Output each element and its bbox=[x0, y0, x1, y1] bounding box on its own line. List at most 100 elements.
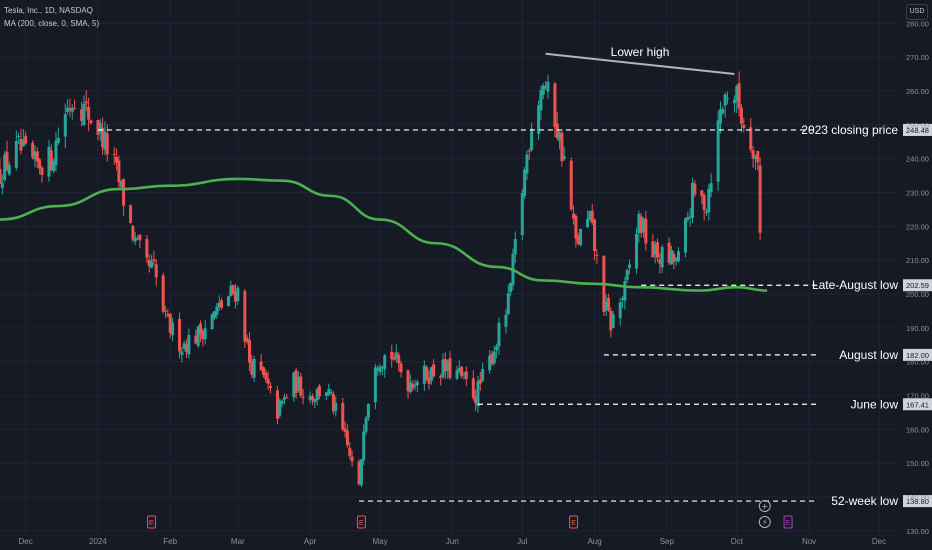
candle-body bbox=[588, 210, 592, 220]
candle-body bbox=[70, 107, 74, 112]
price-level-label: Late-August low bbox=[812, 278, 898, 292]
candle-body bbox=[628, 264, 632, 268]
axis-price-tag-value: 202.59 bbox=[906, 281, 929, 290]
axis-price-tag bbox=[903, 495, 932, 508]
candle-body bbox=[457, 368, 461, 372]
currency-button[interactable]: USD bbox=[906, 4, 928, 20]
y-tick-label: 230.00 bbox=[906, 188, 929, 197]
trendline: Lower high bbox=[545, 45, 735, 76]
candle-body bbox=[471, 378, 475, 398]
candle-body bbox=[220, 300, 224, 308]
candle-body bbox=[366, 403, 370, 418]
candle-body bbox=[642, 218, 646, 233]
candle-body bbox=[278, 400, 282, 416]
candle-body bbox=[150, 261, 154, 268]
candle-body bbox=[259, 361, 263, 371]
symbol-title: Tesla, Inc., 1D, NASDAQ bbox=[4, 6, 93, 15]
candle-body bbox=[644, 218, 648, 244]
indicator-title: MA (200, close, 0, SMA, 5) bbox=[4, 19, 100, 28]
candle-body bbox=[676, 251, 680, 262]
candle-body bbox=[308, 396, 312, 400]
candle-body bbox=[280, 400, 284, 404]
candle-body bbox=[478, 379, 482, 384]
candle-body bbox=[569, 160, 573, 210]
candle-body bbox=[415, 381, 419, 386]
y-tick-label: 260.00 bbox=[906, 87, 929, 96]
candle-body bbox=[164, 310, 168, 312]
candle-body bbox=[87, 106, 91, 120]
event-icon bbox=[758, 500, 771, 512]
candle-body bbox=[683, 218, 687, 253]
axis-price-tag bbox=[903, 279, 932, 292]
candle-body bbox=[670, 250, 674, 265]
axis-price-tag-value: 182.00 bbox=[906, 351, 929, 360]
candle-body bbox=[343, 428, 347, 432]
candle-body bbox=[732, 99, 736, 104]
candle-body bbox=[334, 402, 338, 411]
candle-body bbox=[462, 372, 466, 374]
candle-body bbox=[637, 213, 641, 233]
candle-body bbox=[178, 318, 182, 352]
candle-body bbox=[378, 366, 382, 372]
candle-body bbox=[252, 358, 256, 378]
candle-body bbox=[392, 357, 396, 360]
candle-body bbox=[593, 219, 597, 252]
candle-body bbox=[315, 389, 319, 401]
candle-body bbox=[73, 108, 77, 110]
axis-price-tag-value: 138.80 bbox=[906, 497, 929, 506]
candle-body bbox=[690, 182, 694, 218]
candle-body bbox=[721, 109, 725, 114]
candle-body bbox=[324, 392, 328, 396]
price-level: August low 182.00 bbox=[603, 348, 932, 362]
earnings-icon bbox=[356, 515, 366, 529]
candle-body bbox=[590, 210, 594, 223]
candle-body bbox=[266, 378, 270, 384]
candle-body bbox=[530, 128, 534, 151]
x-tick-label: Apr bbox=[304, 537, 317, 546]
candle-body bbox=[80, 109, 84, 121]
candle-body bbox=[429, 367, 433, 381]
y-tick-label: 140.00 bbox=[906, 493, 929, 502]
candle-body bbox=[364, 417, 368, 432]
candle-body bbox=[704, 211, 708, 213]
candle-body bbox=[226, 296, 230, 307]
candle-body bbox=[432, 364, 436, 377]
candle-body bbox=[131, 225, 135, 240]
candle-body bbox=[488, 355, 492, 371]
candle-body bbox=[408, 382, 412, 393]
event-glyph: + bbox=[761, 502, 768, 511]
earnings-glyph: E bbox=[786, 518, 791, 527]
x-tick-label: Sep bbox=[660, 537, 675, 546]
candle-body bbox=[362, 431, 366, 461]
candle-body bbox=[7, 164, 11, 175]
candle-body bbox=[455, 370, 459, 379]
candle-body bbox=[199, 323, 203, 335]
candle-body bbox=[47, 147, 51, 177]
candle-body bbox=[194, 335, 198, 344]
candle-body bbox=[187, 335, 191, 355]
candle-body bbox=[329, 392, 333, 394]
candle-body bbox=[268, 386, 272, 389]
candle-body bbox=[702, 195, 706, 211]
candle-body bbox=[751, 150, 755, 159]
candle-body bbox=[250, 360, 254, 375]
candle-body bbox=[425, 367, 429, 380]
candle-body bbox=[317, 385, 321, 397]
earnings-glyph: E bbox=[359, 518, 364, 527]
candle-body bbox=[243, 291, 247, 342]
candle-body bbox=[341, 402, 345, 430]
candle-body bbox=[700, 190, 704, 196]
candle-body bbox=[21, 139, 25, 147]
candle-body bbox=[52, 160, 56, 171]
candle-body bbox=[709, 183, 713, 193]
candle-body bbox=[310, 395, 314, 401]
candle-body bbox=[101, 127, 105, 148]
candle-body bbox=[313, 398, 317, 403]
earnings-glyph: E bbox=[571, 518, 576, 527]
candle-body bbox=[623, 281, 627, 301]
candle-body bbox=[129, 205, 133, 223]
candle-body bbox=[448, 358, 452, 378]
price-level-label: June low bbox=[851, 397, 899, 411]
candle-body bbox=[203, 328, 207, 340]
